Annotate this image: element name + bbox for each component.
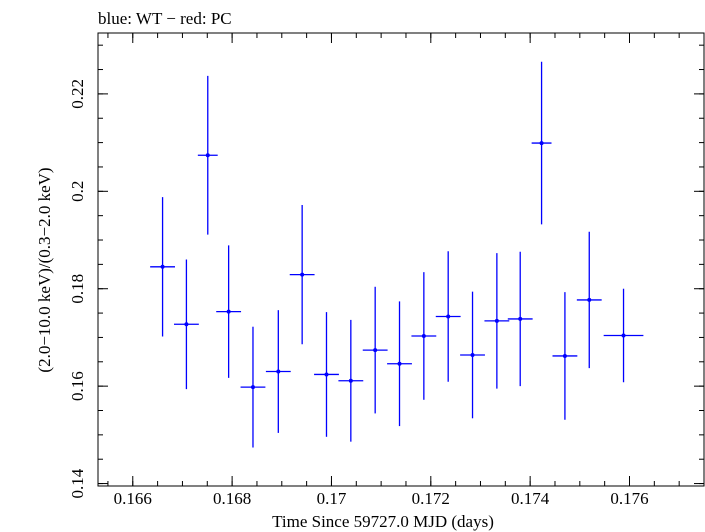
point-marker <box>300 272 305 277</box>
point-marker <box>276 369 281 374</box>
data-point <box>435 251 461 382</box>
data-point <box>603 288 644 383</box>
data-point <box>173 259 199 390</box>
data-point <box>484 253 510 389</box>
point-marker <box>446 314 451 319</box>
x-tick-label: 0.166 <box>114 489 152 508</box>
data-point <box>552 292 578 420</box>
plot-frame <box>97 32 705 487</box>
data-point <box>338 319 364 442</box>
data-point <box>507 251 533 387</box>
data-point <box>531 61 552 225</box>
data-point <box>150 197 175 337</box>
y-tick-label: 0.14 <box>68 468 87 498</box>
x-tick-label: 0.17 <box>317 489 347 508</box>
y-tick-label: 0.2 <box>68 181 87 202</box>
point-marker <box>184 322 189 327</box>
x-tick-label: 0.176 <box>610 489 648 508</box>
point-marker <box>397 361 402 366</box>
point-marker <box>518 316 523 321</box>
y-axis-label: (2.0−10.0 keV)/(0.3−2.0 keV) <box>35 167 54 372</box>
point-marker <box>621 333 626 338</box>
point-marker <box>373 348 378 353</box>
point-marker <box>421 333 426 338</box>
point-marker <box>324 372 329 377</box>
data-point <box>240 326 266 448</box>
point-marker <box>160 264 165 269</box>
data-point <box>387 301 412 427</box>
data-points <box>150 61 644 448</box>
data-point <box>576 231 602 369</box>
y-tick-label: 0.18 <box>68 274 87 304</box>
y-tick-label: 0.22 <box>68 79 87 109</box>
point-marker <box>562 353 567 358</box>
x-tick-label: 0.174 <box>511 489 550 508</box>
point-marker <box>250 385 255 390</box>
point-marker <box>494 318 499 323</box>
point-marker <box>348 378 353 383</box>
point-marker <box>539 141 544 146</box>
data-point <box>289 204 315 345</box>
y-tick-label: 0.16 <box>68 371 87 401</box>
data-point <box>197 75 218 235</box>
y-axis-ticks: 0.14 0.16 0.18 0.2 0.22 <box>68 44 704 498</box>
data-point <box>411 272 437 400</box>
data-point <box>216 245 242 378</box>
data-point <box>265 310 291 433</box>
x-tick-label: 0.168 <box>213 489 251 508</box>
point-marker <box>205 153 210 158</box>
point-marker <box>587 297 592 302</box>
x-axis-ticks: 0.166 0.168 0.17 0.172 0.174 0.176 <box>107 33 680 508</box>
chart-title: blue: WT − red: PC <box>98 9 232 28</box>
x-axis-label: Time Since 59727.0 MJD (days) <box>272 512 494 531</box>
data-point <box>314 312 339 437</box>
data-point <box>460 291 485 419</box>
point-marker <box>226 309 231 314</box>
data-point <box>362 286 388 414</box>
point-marker <box>470 352 475 357</box>
x-tick-label: 0.172 <box>412 489 450 508</box>
